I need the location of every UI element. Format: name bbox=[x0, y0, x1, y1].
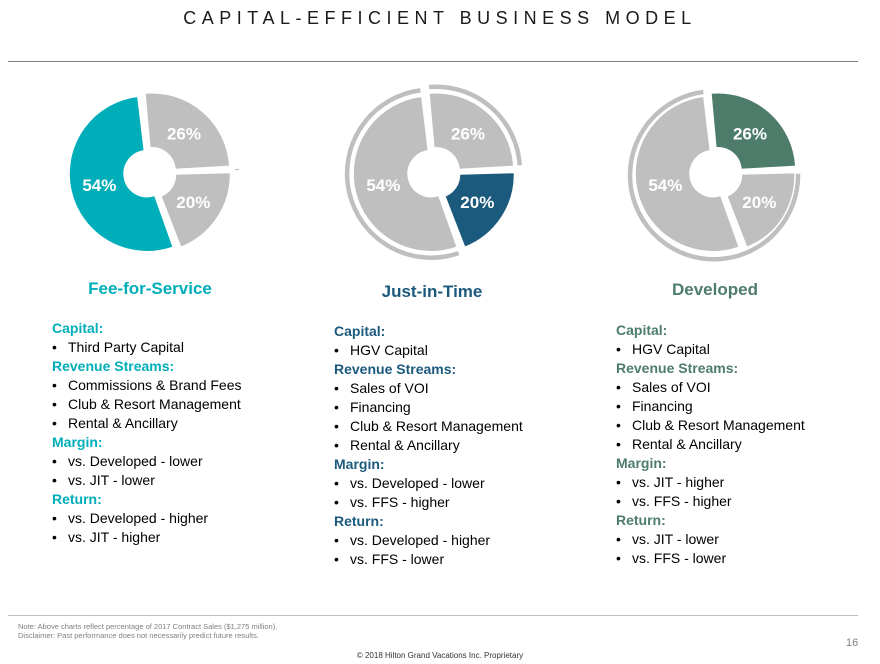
bullet-item: Club & Resort Management bbox=[52, 395, 322, 414]
bullet-item: vs. Developed - lower bbox=[52, 452, 322, 471]
bullet-item: vs. FFS - higher bbox=[616, 492, 880, 511]
bullet-item: HGV Capital bbox=[334, 341, 604, 360]
bullet-item: Rental & Ancillary bbox=[616, 435, 880, 454]
bullet-item: HGV Capital bbox=[616, 340, 880, 359]
bullet-item: vs. JIT - lower bbox=[52, 471, 322, 490]
bullet-item: vs. Developed - lower bbox=[334, 474, 604, 493]
bullet-item: Financing bbox=[334, 398, 604, 417]
bullet-item: vs. JIT - higher bbox=[52, 528, 322, 547]
pie-slice-fee-for-service bbox=[352, 95, 459, 253]
bullet-item: vs. JIT - lower bbox=[616, 530, 880, 549]
pie-slice-just-in-time bbox=[159, 171, 232, 249]
bullet-item: Club & Resort Management bbox=[616, 416, 880, 435]
bullet-item: vs. JIT - higher bbox=[616, 473, 880, 492]
section-heading-revenue-streams: Revenue Streams: bbox=[616, 360, 739, 376]
bullet-item: vs. FFS - lower bbox=[616, 549, 880, 568]
section-heading-revenue-streams: Revenue Streams: bbox=[334, 361, 457, 377]
pie-slice-just-in-time bbox=[443, 171, 516, 249]
column-title-fee-for-service: Fee-for-Service bbox=[88, 279, 212, 298]
pie-group-ring bbox=[626, 88, 802, 264]
section-heading-return: Return: bbox=[616, 512, 666, 528]
section-heading-return: Return: bbox=[334, 513, 384, 529]
section-heading-margin: Margin: bbox=[334, 456, 385, 472]
pie-slice-developed bbox=[144, 91, 231, 171]
page-number: 16 bbox=[846, 637, 859, 649]
bullet-item: Rental & Ancillary bbox=[334, 436, 604, 455]
pie-chart-developed: 26% 20% 54% bbox=[626, 88, 802, 264]
pie-group-ring bbox=[233, 167, 241, 172]
bullet-item: vs. FFS - lower bbox=[334, 550, 604, 569]
pie-chart-fee-for-service: 26% 20% 54% bbox=[68, 91, 241, 253]
section-heading-return: Return: bbox=[52, 491, 102, 507]
pie-label-just-in-time: 20% bbox=[176, 193, 210, 212]
page-title: CAPITAL-EFFICIENT BUSINESS MODEL bbox=[183, 8, 697, 28]
bullet-item: vs. Developed - higher bbox=[334, 531, 604, 550]
pie-group-ring bbox=[427, 82, 524, 167]
pie-slice-fee-for-service bbox=[68, 95, 175, 253]
section-heading-margin: Margin: bbox=[616, 455, 667, 471]
pie-label-developed: 26% bbox=[451, 125, 485, 144]
bullet-item: Financing bbox=[616, 397, 880, 416]
bullet-item: Club & Resort Management bbox=[334, 417, 604, 436]
pie-label-developed: 26% bbox=[167, 125, 201, 144]
section-heading-capital: Capital: bbox=[334, 323, 386, 339]
bullet-item: vs. Developed - higher bbox=[52, 509, 322, 528]
bullet-item: vs. FFS - higher bbox=[334, 493, 604, 512]
bullet-item: Rental & Ancillary bbox=[52, 414, 322, 433]
bullet-item: Third Party Capital bbox=[52, 338, 322, 357]
pie-group-ring bbox=[343, 86, 462, 262]
bullet-item: Commissions & Brand Fees bbox=[52, 376, 322, 395]
column-title-just-in-time: Just-in-Time bbox=[381, 282, 483, 301]
pie-label-fee-for-service: 54% bbox=[648, 176, 682, 195]
pie-label-developed: 26% bbox=[733, 125, 767, 144]
bullet-item: Sales of VOI bbox=[334, 379, 604, 398]
pie-slice-fee-for-service bbox=[634, 95, 741, 253]
pie-chart-just-in-time: 26% 20% 54% bbox=[343, 82, 524, 262]
copyright: © 2018 Hilton Grand Vacations Inc. Propr… bbox=[356, 651, 524, 660]
pie-slice-developed bbox=[710, 91, 797, 171]
pie-label-just-in-time: 20% bbox=[742, 193, 776, 212]
pie-label-fee-for-service: 54% bbox=[366, 176, 400, 195]
top-divider bbox=[8, 61, 858, 62]
pie-label-just-in-time: 20% bbox=[460, 193, 494, 212]
section-heading-margin: Margin: bbox=[52, 434, 103, 450]
bullet-item: Sales of VOI bbox=[616, 378, 880, 397]
footer-divider bbox=[8, 615, 858, 616]
footnote-note: Note: Above charts reflect percentage of… bbox=[18, 622, 278, 631]
section-heading-capital: Capital: bbox=[52, 320, 104, 336]
section-heading-revenue-streams: Revenue Streams: bbox=[52, 358, 175, 374]
footnote-disclaimer: Disclaimer: Past performance does not ne… bbox=[18, 631, 259, 640]
footnote: Note: Above charts reflect percentage of… bbox=[18, 622, 277, 640]
section-heading-capital: Capital: bbox=[616, 322, 668, 338]
pie-label-fee-for-service: 54% bbox=[82, 176, 116, 195]
pie-slice-developed bbox=[428, 91, 515, 171]
column-title-developed: Developed bbox=[672, 280, 758, 299]
